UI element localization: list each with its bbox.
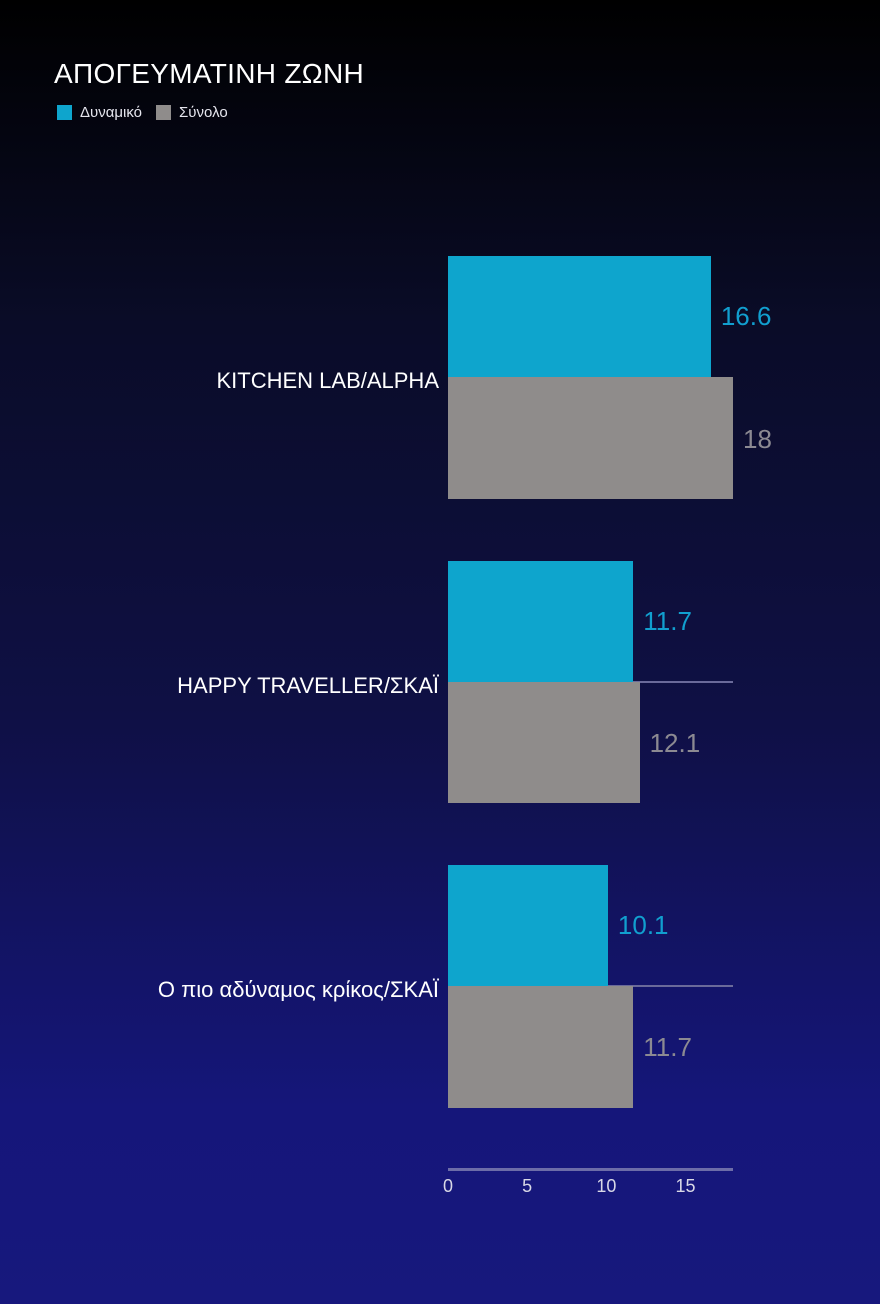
- x-tick-label: 15: [675, 1176, 696, 1196]
- x-tick-label: 10: [596, 1176, 617, 1196]
- value-label-synolo: 18: [743, 424, 772, 454]
- value-label-dynamiko: 10.1: [617, 910, 669, 940]
- bar-dynamiko[interactable]: [448, 865, 608, 986]
- category-label: KITCHEN LAB/ALPHA: [216, 368, 439, 393]
- value-label-synolo: 12.1: [649, 728, 701, 758]
- bar-synolo[interactable]: [448, 986, 634, 1108]
- bar-synolo[interactable]: [448, 682, 640, 803]
- chart-title: ΑΠΟΓΕΥΜΑΤΙΝΗ ΖΩΝΗ: [54, 58, 365, 89]
- legend-swatch-synolo: [156, 105, 172, 120]
- value-label-dynamiko: 16.6: [720, 301, 772, 331]
- category-label: HAPPY TRAVELLER/ΣΚΑΪ: [177, 673, 439, 698]
- legend-label-dynamiko: Δυναμικό: [80, 104, 143, 121]
- x-tick-label: 0: [442, 1176, 454, 1196]
- legend: Δυναμικό Σύνολο: [57, 104, 242, 121]
- x-tick-label: 5: [522, 1176, 533, 1196]
- value-label-synolo: 11.7: [643, 1032, 692, 1062]
- legend-item-dynamiko[interactable]: Δυναμικό: [57, 104, 142, 121]
- bar-dynamiko[interactable]: [448, 561, 634, 682]
- legend-item-synolo[interactable]: Σύνολο: [156, 104, 228, 121]
- bar-synolo[interactable]: [448, 377, 733, 499]
- value-label-dynamiko: 11.7: [643, 606, 692, 636]
- category-label: Ο πιο αδύναμος κρίκος/ΣΚΑΪ: [157, 977, 439, 1002]
- x-axis-line: [448, 1168, 733, 1171]
- bar-dynamiko[interactable]: [448, 256, 711, 377]
- legend-label-synolo: Σύνολο: [179, 104, 228, 121]
- legend-swatch-dynamiko: [57, 105, 72, 120]
